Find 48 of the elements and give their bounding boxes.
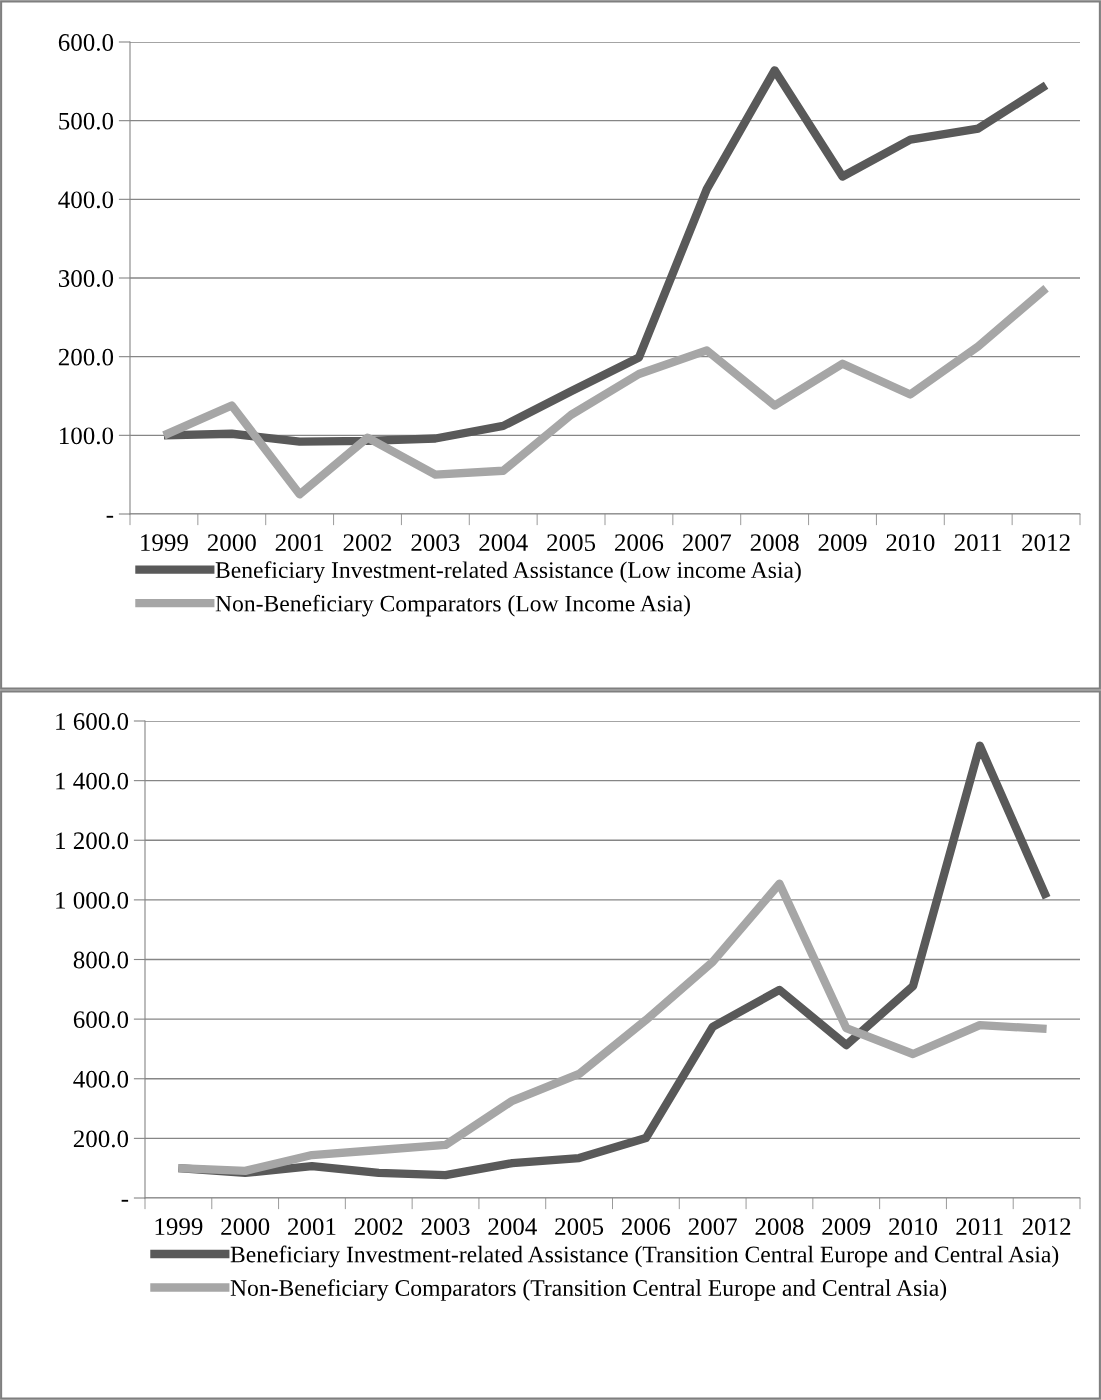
x-tick-label: 2011 [954, 534, 1002, 552]
x-tick-label: 2004 [479, 534, 528, 552]
y-tick-label: - [121, 1199, 129, 1202]
legend-label: Non-Beneficiary Comparators (Low Income Asia) [215, 594, 690, 617]
y-tick-label: 200.0 [73, 1130, 129, 1148]
y-tick-label: 400.0 [58, 191, 114, 209]
x-tick-label: 2005 [555, 1218, 604, 1236]
x-tick-label: 2006 [615, 534, 664, 552]
y-tick-label: 600.0 [58, 34, 114, 52]
x-tick-label: 2000 [221, 1218, 270, 1236]
y-tick-label: 1 200.0 [56, 832, 129, 850]
y-tick-label: 1 000.0 [56, 891, 129, 909]
x-tick-label: 2010 [886, 534, 935, 552]
x-tick-label: 2004 [488, 1218, 537, 1236]
y-tick-label: 600.0 [73, 1011, 129, 1029]
x-tick-label: 2002 [343, 534, 392, 552]
x-tick-label: 2011 [956, 1218, 1003, 1236]
y-tick-label: - [106, 515, 114, 518]
y-tick-label: 200.0 [58, 348, 114, 366]
legend-label: Beneficiary Investment-related Assistance (Transition Central Europe and Central Asia) [230, 1245, 1059, 1268]
x-tick-label: 2005 [547, 534, 596, 552]
x-tick-label: 2000 [207, 534, 256, 552]
x-tick-label: 2008 [750, 534, 799, 552]
x-tick-label: 2006 [621, 1218, 671, 1236]
x-tick-label: 1999 [155, 1218, 203, 1236]
y-tick-label: 300.0 [58, 270, 114, 288]
x-tick-label: 2003 [411, 534, 460, 552]
x-tick-label: 2001 [288, 1218, 336, 1236]
x-tick-label: 2008 [755, 1218, 804, 1236]
x-tick-label: 2010 [889, 1218, 938, 1236]
x-tick-label: 2012 [1022, 1218, 1071, 1236]
y-tick-label: 1 400.0 [56, 772, 129, 790]
y-tick-label: 1 600.0 [56, 713, 129, 731]
x-tick-label: 2009 [818, 534, 867, 552]
x-tick-label: 2001 [275, 534, 324, 552]
x-tick-label: 2012 [1022, 534, 1070, 552]
legend-label: Non-Beneficiary Comparators (Transition Central Europe and Central Asia) [230, 1279, 947, 1301]
x-tick-label: 2002 [354, 1218, 403, 1236]
x-tick-label: 2007 [688, 1218, 737, 1236]
x-tick-label: 2003 [421, 1218, 470, 1236]
y-tick-label: 400.0 [73, 1070, 129, 1088]
y-tick-label: 500.0 [59, 112, 114, 130]
x-tick-label: 2007 [682, 534, 732, 552]
x-tick-label: 1999 [141, 534, 188, 552]
legend-label: Beneficiary Investment-related Assistance (Low income Asia) [215, 561, 801, 583]
y-tick-label: 100.0 [59, 427, 114, 445]
y-tick-label: 800.0 [73, 951, 129, 969]
x-tick-label: 2009 [822, 1218, 871, 1236]
